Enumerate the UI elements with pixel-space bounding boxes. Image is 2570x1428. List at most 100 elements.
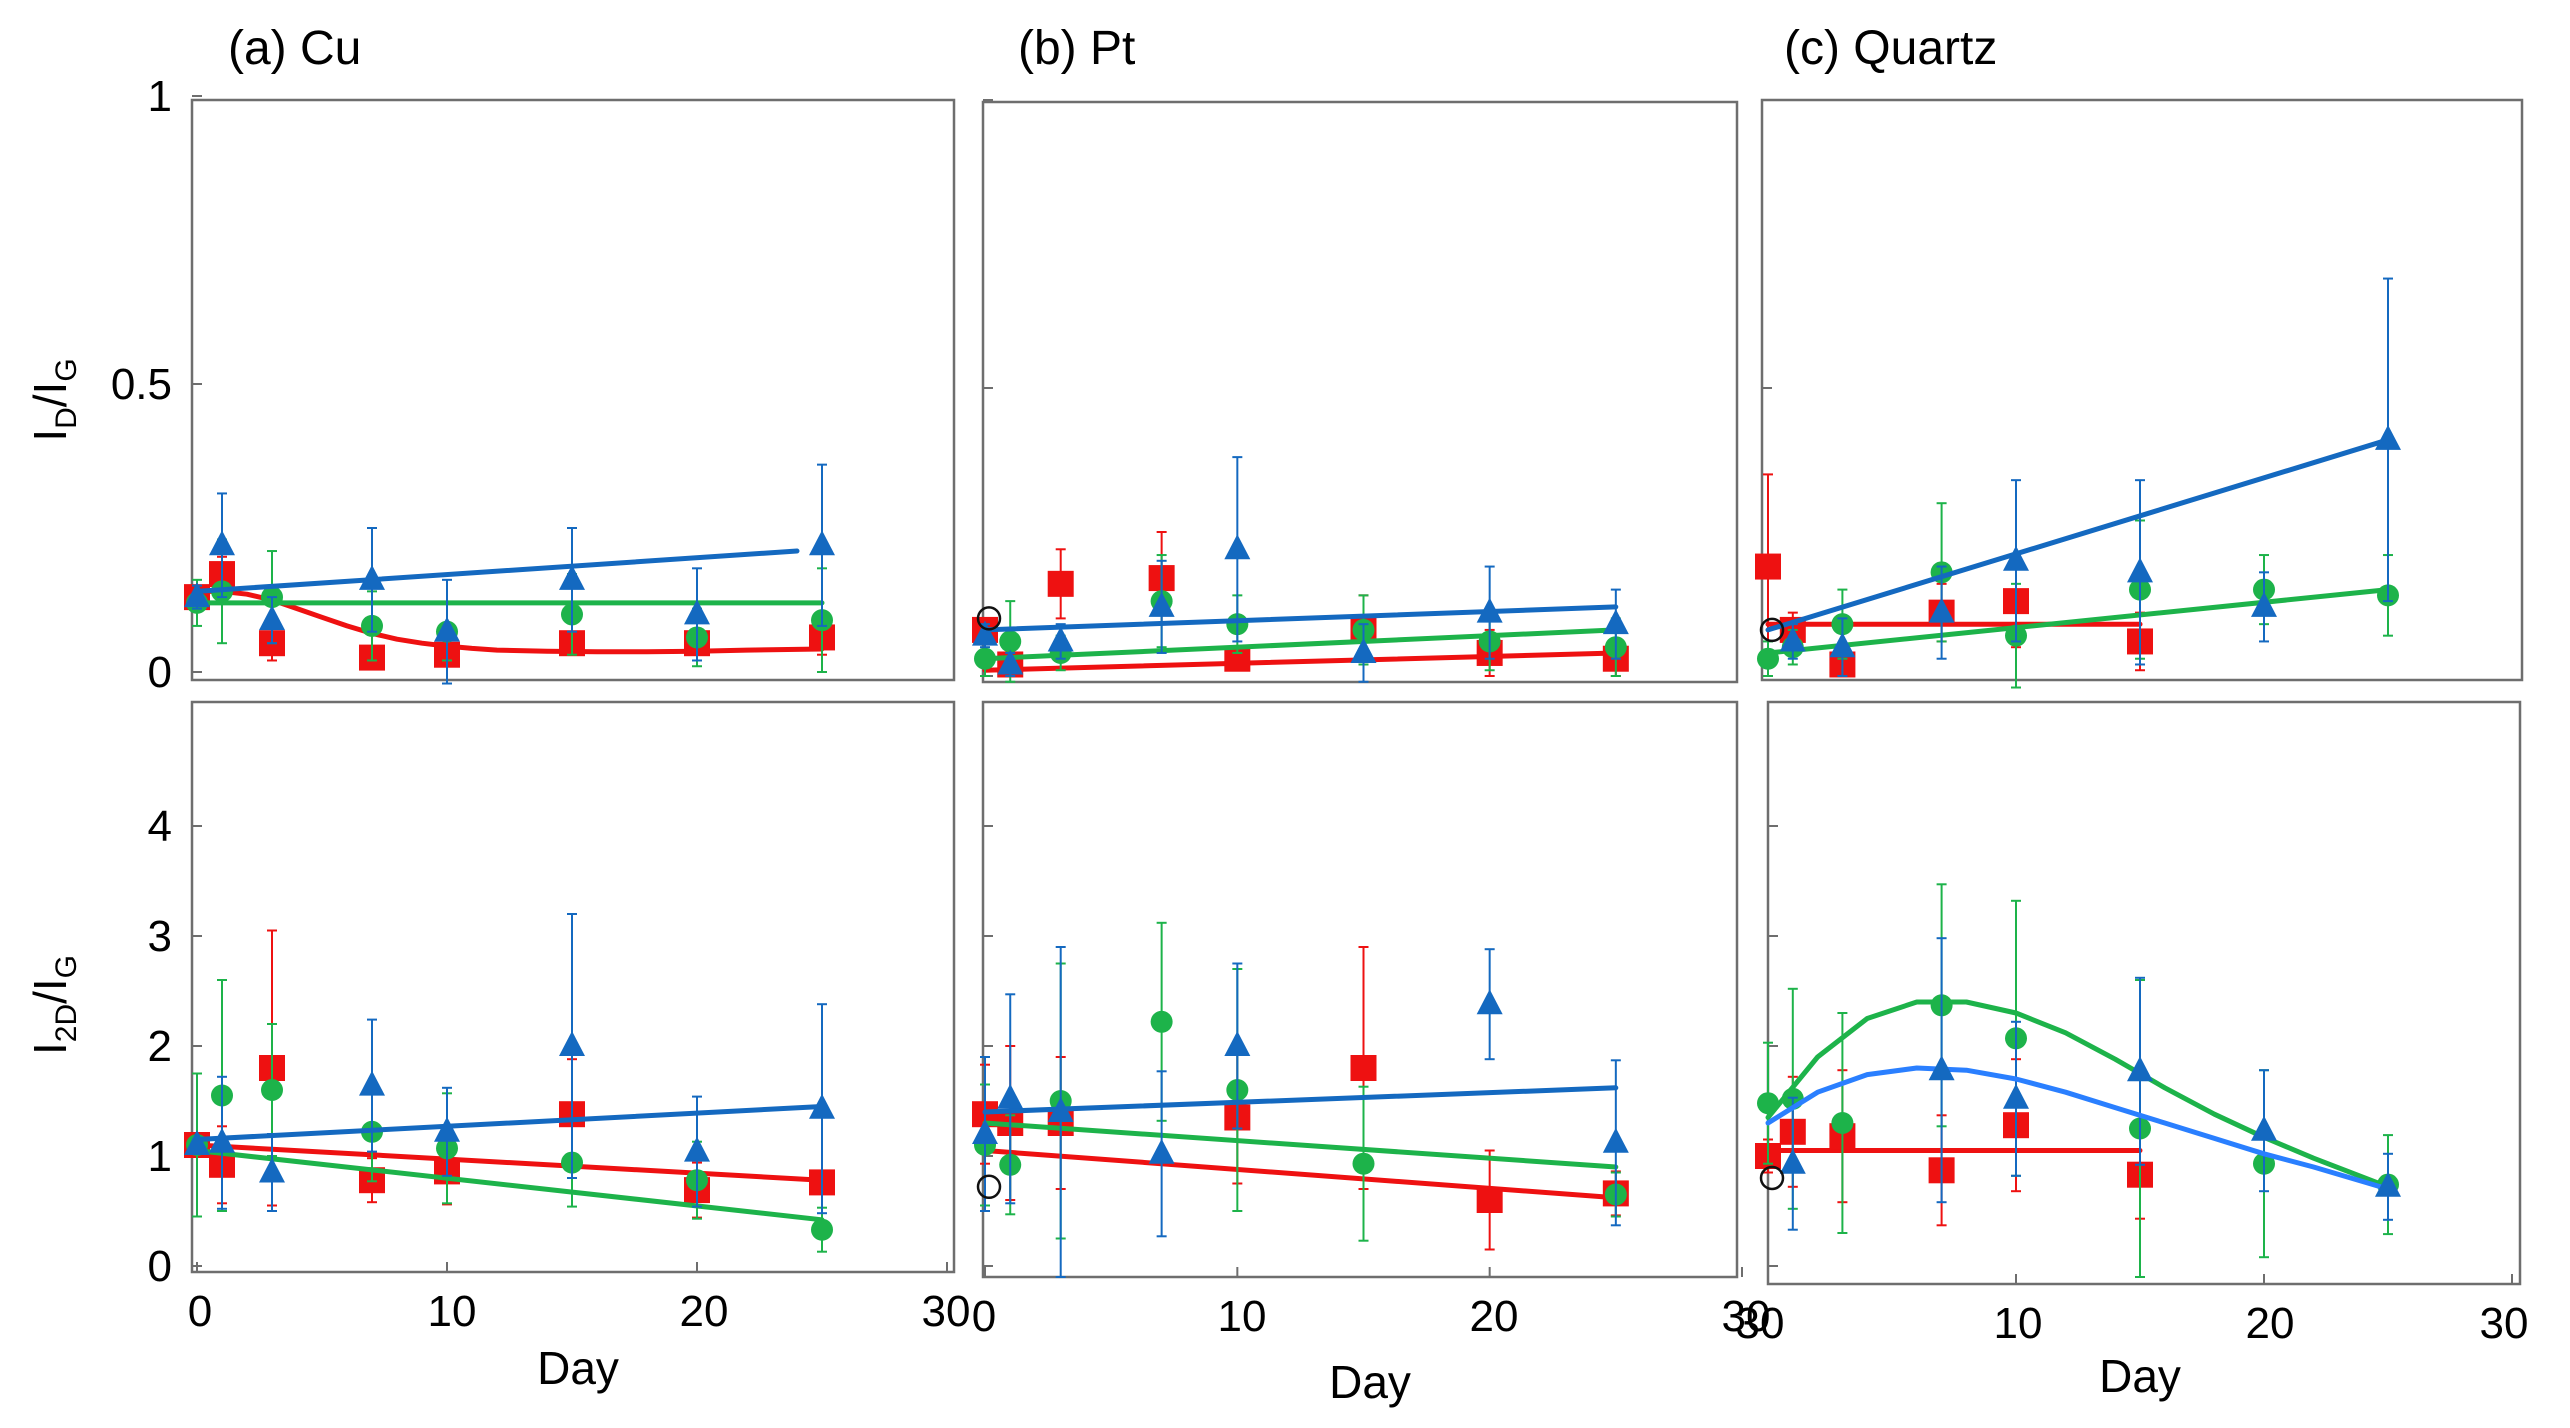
data-point-triangle [2003,545,2029,571]
x-tick-label: 10 [1218,1292,1267,1341]
data-point-triangle [809,530,835,556]
panel-quartz-bottom: 30 10 20 30 [1736,700,2529,1348]
data-point-circle [1831,1112,1854,1134]
series-blue [1765,937,2401,1231]
data-point-triangle [1829,632,1856,658]
data-point-triangle [559,564,585,590]
data-point-triangle [434,616,460,642]
panel-cu-top: 00.51 [111,72,956,697]
data-point-triangle [1224,1031,1251,1056]
x-axis-label-pt: Day [1329,1356,1411,1408]
panel-title-pt: (b) Pt [1018,22,1135,75]
data-point-circle [1150,1010,1173,1033]
y-tick-label: 0 [148,1242,172,1291]
data-point-triangle [359,1070,385,1096]
data-point-triangle [1476,989,1503,1015]
fit-line-blue [982,604,1619,633]
series-blue [184,913,835,1215]
data-point-triangle [559,1031,585,1056]
data-point-square [1476,1187,1503,1213]
data-point-triangle [997,649,1024,675]
data-point-triangle [359,564,385,590]
data-point-triangle [209,530,235,556]
fit-line-green [1765,587,2391,656]
data-point-triangle [972,620,998,646]
x-axis-label-cu: Day [537,1342,619,1394]
data-point-triangle [184,1130,210,1155]
x-tick-label: 20 [2246,1299,2295,1348]
x-tick-label: 30 [2480,1299,2529,1348]
y-tick-label: 2 [148,1022,172,1071]
data-point-triangle [1047,1097,1074,1122]
fit-line-red [982,650,1619,673]
data-point-triangle [259,1157,285,1183]
series-open-circle [1759,1165,1785,1191]
data-point-triangle [972,1119,998,1144]
data-point-triangle [1928,597,1955,623]
y-tick-label: 0.5 [111,360,172,409]
series-blue [972,456,1629,683]
data-point-triangle [1602,609,1629,635]
panel-pt-top [972,99,1739,684]
data-point-triangle [1224,534,1251,560]
fit-line-red [194,1142,825,1183]
series-open-circle [976,606,1002,631]
x-tick-label: 30 [1736,1299,1785,1348]
data-point-triangle [1148,591,1175,617]
panel-title-quartz: (c) Quartz [1784,22,1997,75]
y-tick-label: 1 [148,1132,172,1181]
series-blue [184,463,835,685]
plot-frame [981,100,1739,684]
fit-line-blue [194,548,800,594]
data-point-triangle [2375,1171,2401,1197]
data-point-square [1047,570,1074,597]
data-point-circle [261,1079,283,1101]
data-point-triangle [1928,1055,1955,1081]
data-point-triangle [1476,597,1503,623]
y-tick-label: 1 [148,72,172,121]
y-axis-label-top: ID/IG [24,358,83,441]
data-point-circle [974,647,996,670]
fit-line-blue [982,1085,1619,1115]
data-point-open-circle [1759,617,1785,643]
y-axis-label-bottom: I2D/IG [24,955,83,1055]
x-tick-label: 10 [428,1287,477,1336]
data-point-square [1755,553,1781,580]
data-point-triangle [2127,1056,2153,1082]
data-point-triangle [184,582,210,608]
data-point-circle [811,1218,833,1241]
data-point-triangle [2375,424,2401,450]
data-point-square [1350,1055,1377,1081]
data-point-triangle [1350,637,1377,663]
data-point-circle [999,630,1022,653]
data-point-triangle [2251,1115,2277,1141]
data-point-triangle [684,599,710,625]
series-blue [972,946,1629,1278]
panel-pt-bottom: 0 10 20 30 [972,700,1770,1341]
data-point-open-circle [976,1174,1002,1200]
fit-line-blue [1765,1065,2391,1192]
data-point-triangle [809,1093,835,1119]
y-tick-label: 0 [148,648,172,697]
x-axis-label-quartz: Day [2099,1350,2181,1402]
fit-line-blue [194,1104,825,1142]
plot-frame [1766,700,2522,1286]
series-blue [1765,277,2401,677]
x-tick-label: 30 [922,1287,971,1336]
series-open-circle [1759,617,1785,643]
fit-line-green [982,1120,1619,1170]
data-point-triangle [1779,1148,1806,1174]
x-tick-label: 20 [1470,1292,1519,1341]
panel-title-cu: (a) Cu [228,22,361,75]
y-tick-label: 3 [148,912,172,961]
data-point-triangle [2127,557,2153,583]
data-point-circle [1352,1152,1375,1175]
data-point-triangle [1602,1127,1629,1153]
data-point-triangle [2003,1083,2029,1109]
data-point-triangle [684,1136,710,1162]
x-tick-label: 0 [188,1287,212,1336]
data-point-triangle [1779,626,1806,652]
data-point-triangle [434,1116,460,1142]
